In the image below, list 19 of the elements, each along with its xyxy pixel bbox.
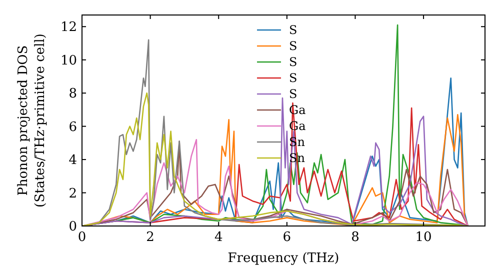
legend-label: S xyxy=(289,87,298,101)
y-tick-label: 6 xyxy=(68,120,77,135)
x-axis-title: Frequency (THz) xyxy=(228,251,340,266)
y-tick-label: 12 xyxy=(60,20,77,36)
y-tick-label: 10 xyxy=(60,53,77,68)
y-axis-title: Phonon projected DOS (States/THz·primitive cell) xyxy=(16,33,48,208)
y-tick-label: 2 xyxy=(68,186,77,202)
y-tick-label: 4 xyxy=(68,153,77,168)
legend-label: S xyxy=(289,55,298,69)
x-tick-label: 10 xyxy=(415,230,432,245)
x-tick-label: 8 xyxy=(351,230,360,245)
x-tick-label: 6 xyxy=(282,230,292,245)
legend-label: S xyxy=(289,71,298,85)
y-tick-label: 0 xyxy=(68,220,77,234)
y-tick-label: 8 xyxy=(68,86,77,102)
legend-label: S xyxy=(289,39,298,53)
legend-label: S xyxy=(289,23,298,37)
x-tick-label: 4 xyxy=(214,230,223,245)
x-tick-label: 2 xyxy=(146,230,154,245)
